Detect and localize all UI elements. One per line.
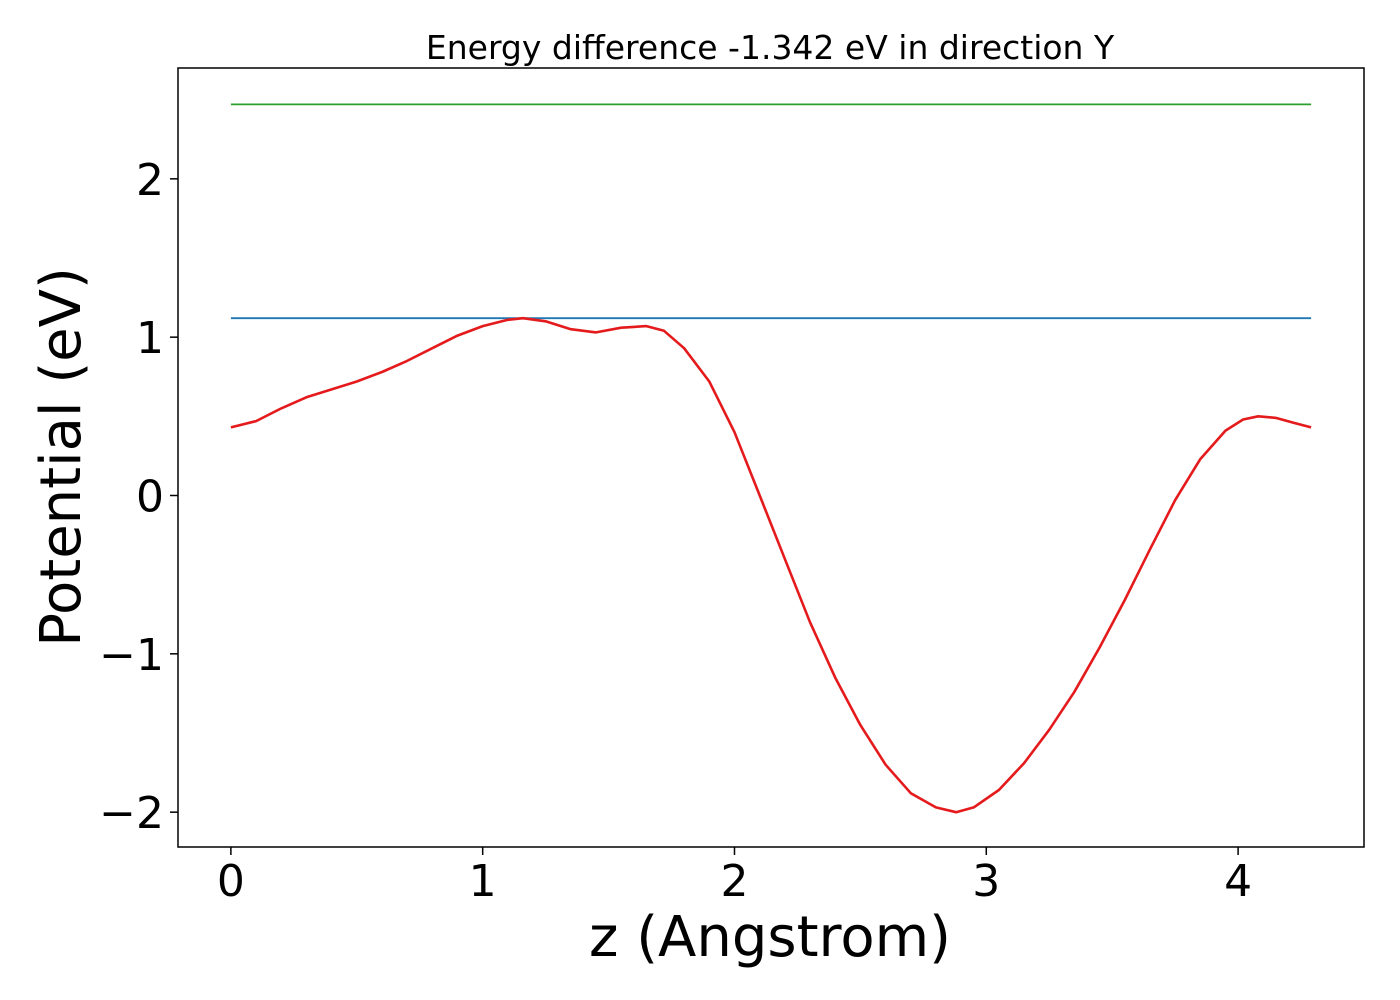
y-tick-label: −2 bbox=[99, 788, 164, 839]
plot-frame bbox=[177, 67, 1365, 848]
series-layer bbox=[230, 103, 1312, 814]
chart-title: Energy difference -1.342 eV in direction… bbox=[426, 28, 1115, 67]
y-tick-label: 0 bbox=[136, 472, 164, 523]
x-tick-label: 0 bbox=[217, 856, 245, 907]
x-tick-label: 3 bbox=[972, 856, 1000, 907]
y-tick-label: 1 bbox=[136, 313, 164, 364]
y-tick-label: 2 bbox=[136, 155, 164, 206]
x-tick-label: 4 bbox=[1224, 856, 1252, 907]
series-line-2 bbox=[230, 316, 1312, 814]
x-tick-label: 1 bbox=[469, 856, 497, 907]
y-axis-label: Potential (eV) bbox=[29, 267, 94, 647]
tick-layer: 0 1 2 3 4 −2 −1 0 1 2 bbox=[99, 155, 1252, 907]
x-tick-label: 2 bbox=[720, 856, 748, 907]
x-axis-label: z (Angstrom) bbox=[589, 905, 951, 970]
y-tick-label: −1 bbox=[99, 630, 164, 681]
